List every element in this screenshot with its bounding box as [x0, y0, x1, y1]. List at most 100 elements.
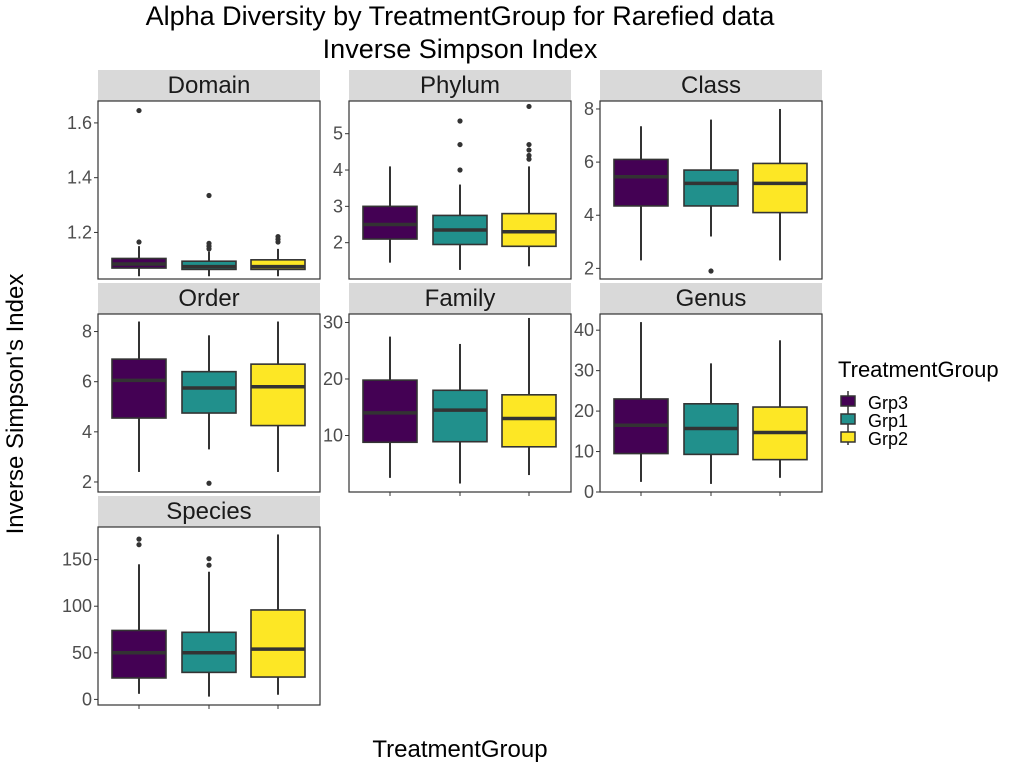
- y-tick-label: 1.4: [67, 168, 92, 188]
- panel-border: [97, 526, 321, 706]
- box-grp2: [501, 103, 557, 267]
- legend-key: [840, 395, 856, 407]
- facet-strip-species: [98, 496, 320, 527]
- y-tick-label: 1.6: [67, 113, 92, 133]
- box-body: [181, 370, 237, 414]
- y-tick-label: 1.2: [67, 222, 92, 242]
- box-body: [362, 205, 418, 240]
- y-tick-label: 8: [82, 322, 92, 342]
- box-body: [111, 358, 167, 419]
- legend-label: Grp3: [868, 393, 908, 413]
- box-grp2: [250, 233, 306, 277]
- facet-label-genus: Genus: [676, 285, 747, 312]
- outlier-point: [206, 562, 212, 568]
- chart-title: Alpha Diversity by TreatmentGroup for Ra…: [146, 1, 776, 31]
- legend-title: TreatmentGroup: [838, 357, 999, 382]
- y-tick-label: 100: [62, 596, 92, 616]
- facet-class: Class 2 4 6 8: [584, 70, 823, 280]
- outlier-point: [206, 480, 212, 486]
- outlier-point: [526, 156, 532, 162]
- facet-family: Family 10 20 30: [323, 283, 572, 496]
- y-tick-label: 6: [82, 372, 92, 392]
- box-body: [250, 259, 306, 271]
- box-body: [501, 212, 557, 248]
- box-body: [250, 363, 306, 427]
- y-tick-label: 0: [584, 482, 594, 502]
- box-grp3: [613, 126, 669, 261]
- legend-key: [840, 413, 856, 425]
- outlier-point: [457, 118, 463, 124]
- y-tick-label: 20: [574, 401, 594, 421]
- outlier-point: [526, 141, 532, 148]
- box-grp1: [181, 556, 237, 697]
- y-tick-label: 3: [333, 196, 343, 216]
- facet-species: Species 0 50 100 150: [62, 496, 321, 709]
- legend-entry-grp1: Grp1: [840, 409, 908, 431]
- chart-subtitle: Inverse Simpson Index: [323, 34, 598, 64]
- outlier-point: [526, 152, 532, 159]
- facet-strip-phylum: [349, 70, 571, 101]
- facet-domain: Domain 1.2 1.4 1.6: [67, 70, 321, 280]
- box-grp3: [111, 321, 167, 472]
- box-grp2: [752, 108, 808, 261]
- box-grp3: [362, 336, 418, 478]
- legend-entry-grp2: Grp2: [840, 427, 908, 449]
- y-tick-label: 50: [72, 643, 92, 663]
- legend-label: Grp2: [868, 429, 908, 449]
- outlier-point: [206, 240, 212, 246]
- facet-label-class: Class: [681, 72, 741, 99]
- outlier-point: [526, 103, 532, 110]
- box-body: [613, 158, 669, 207]
- box-grp2: [250, 534, 306, 695]
- facet-strip-domain: [98, 70, 320, 101]
- box-body: [683, 169, 739, 207]
- panel-border: [97, 100, 321, 280]
- facet-panels: Domain 1.2 1.4 1.6 Phylum 2 3 4 5 Class 2 4 6 8 Order 2…: [62, 70, 823, 709]
- panel-border: [599, 313, 823, 493]
- box-grp3: [613, 322, 669, 482]
- box-grp1: [432, 343, 488, 484]
- box-grp3: [111, 107, 167, 277]
- y-tick-label: 30: [323, 312, 343, 332]
- legend-entry-grp3: Grp3: [840, 391, 908, 413]
- outlier-point: [136, 536, 142, 542]
- legend-label: Grp1: [868, 411, 908, 431]
- facet-order: Order 2 4 6 8: [82, 283, 321, 493]
- outlier-point: [457, 167, 463, 173]
- box-body: [752, 162, 808, 214]
- facet-genus: Genus 0 10 20 30 40: [574, 283, 823, 502]
- box-grp1: [181, 335, 237, 486]
- box-body: [250, 609, 306, 678]
- y-tick-label: 40: [574, 320, 594, 340]
- facet-label-order: Order: [178, 285, 239, 312]
- y-tick-label: 20: [323, 369, 343, 389]
- y-tick-label: 6: [584, 152, 594, 172]
- facet-phylum: Phylum 2 3 4 5: [333, 70, 572, 280]
- y-tick-label: 150: [62, 550, 92, 570]
- outlier-point: [136, 542, 142, 548]
- facet-label-family: Family: [425, 285, 496, 312]
- facet-label-species: Species: [166, 498, 251, 525]
- box-grp3: [362, 166, 418, 263]
- facet-strip-order: [98, 283, 320, 314]
- box-body: [432, 389, 488, 443]
- y-tick-label: 0: [82, 689, 92, 709]
- outlier-point: [136, 107, 142, 114]
- outlier-point: [206, 556, 212, 562]
- box-grp1: [683, 119, 739, 274]
- box-grp1: [181, 192, 237, 277]
- y-tick-label: 4: [333, 160, 343, 180]
- box-grp3: [111, 536, 167, 694]
- y-tick-label: 4: [82, 422, 92, 442]
- facet-label-domain: Domain: [168, 72, 251, 99]
- panel-border: [97, 313, 321, 493]
- y-axis-title: Inverse Simpson's Index: [2, 274, 29, 535]
- box-grp2: [250, 321, 306, 472]
- y-tick-label: 30: [574, 361, 594, 381]
- y-tick-label: 2: [333, 233, 343, 253]
- box-grp1: [683, 363, 739, 484]
- outlier-point: [275, 233, 281, 240]
- box-grp2: [752, 340, 808, 478]
